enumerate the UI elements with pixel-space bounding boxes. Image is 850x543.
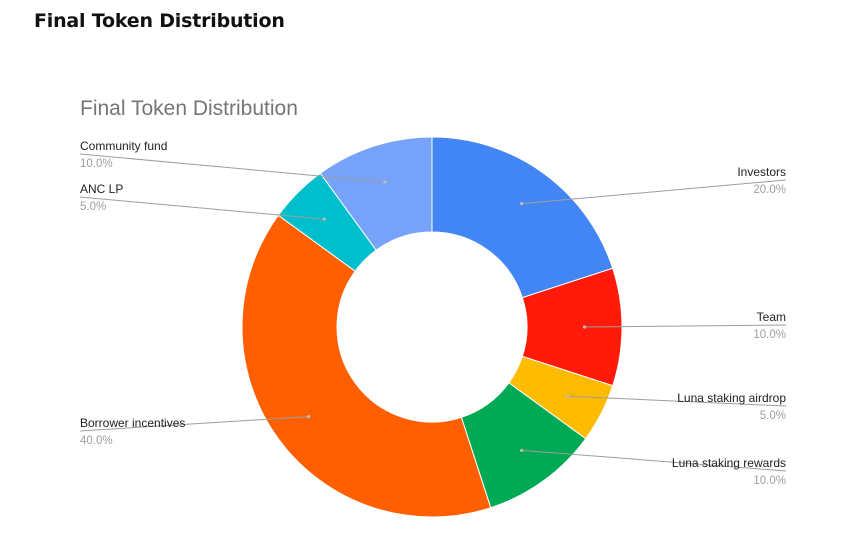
slice-label-community-fund: Community fund (80, 139, 167, 153)
slice-percent-investors: 20.0% (753, 184, 786, 196)
page-heading: Final Token Distribution (34, 10, 285, 32)
slice-label-team: Team (757, 310, 786, 324)
slice-percent-team: 10.0% (753, 329, 786, 341)
leader-dot-investors (520, 202, 524, 206)
slice-borrower-incentives (241, 214, 492, 518)
leader-line-borrower-incentives (79, 416, 309, 432)
chart-title: Final Token Distribution (80, 97, 298, 120)
slice-label-anc-lp: ANC LP (80, 182, 123, 196)
chart-labels: Investors 20.0% Team 10.0% Luna staking aird… (80, 139, 786, 487)
leader-line-team (584, 324, 787, 328)
chart-slices (241, 136, 623, 518)
leader-dot-luna-staking-airdrop (566, 394, 570, 398)
leader-dot-team (582, 325, 587, 329)
slice-label-luna-staking-airdrop: Luna staking airdrop (677, 391, 786, 405)
slice-label-borrower-incentives: Borrower incentives (80, 416, 185, 430)
chart-leader-lines (79, 153, 787, 472)
leader-line-community-fund (79, 153, 385, 183)
slice-label-luna-staking-rewards: Luna staking rewards (672, 456, 786, 470)
leader-line-investors (521, 179, 787, 205)
leader-line-anc-lp (79, 196, 325, 220)
leader-dot-luna-staking-rewards (520, 448, 524, 452)
leader-dot-borrower-incentives (307, 415, 311, 419)
slice-percent-luna-staking-airdrop: 5.0% (760, 410, 786, 422)
slice-community-fund (319, 136, 433, 251)
leader-dot-anc-lp (322, 217, 326, 221)
slice-investors (431, 136, 614, 299)
slice-label-investors: Investors (737, 165, 786, 179)
slice-percent-luna-staking-rewards: 10.0% (753, 475, 786, 487)
slice-percent-borrower-incentives: 40.0% (80, 435, 113, 447)
slice-percent-community-fund: 10.0% (80, 158, 113, 170)
leader-line-luna-staking-rewards (521, 449, 787, 472)
leader-dot-community-fund (383, 180, 387, 184)
leader-line-luna-staking-airdrop (567, 395, 787, 407)
slice-percent-anc-lp: 5.0% (80, 201, 106, 213)
